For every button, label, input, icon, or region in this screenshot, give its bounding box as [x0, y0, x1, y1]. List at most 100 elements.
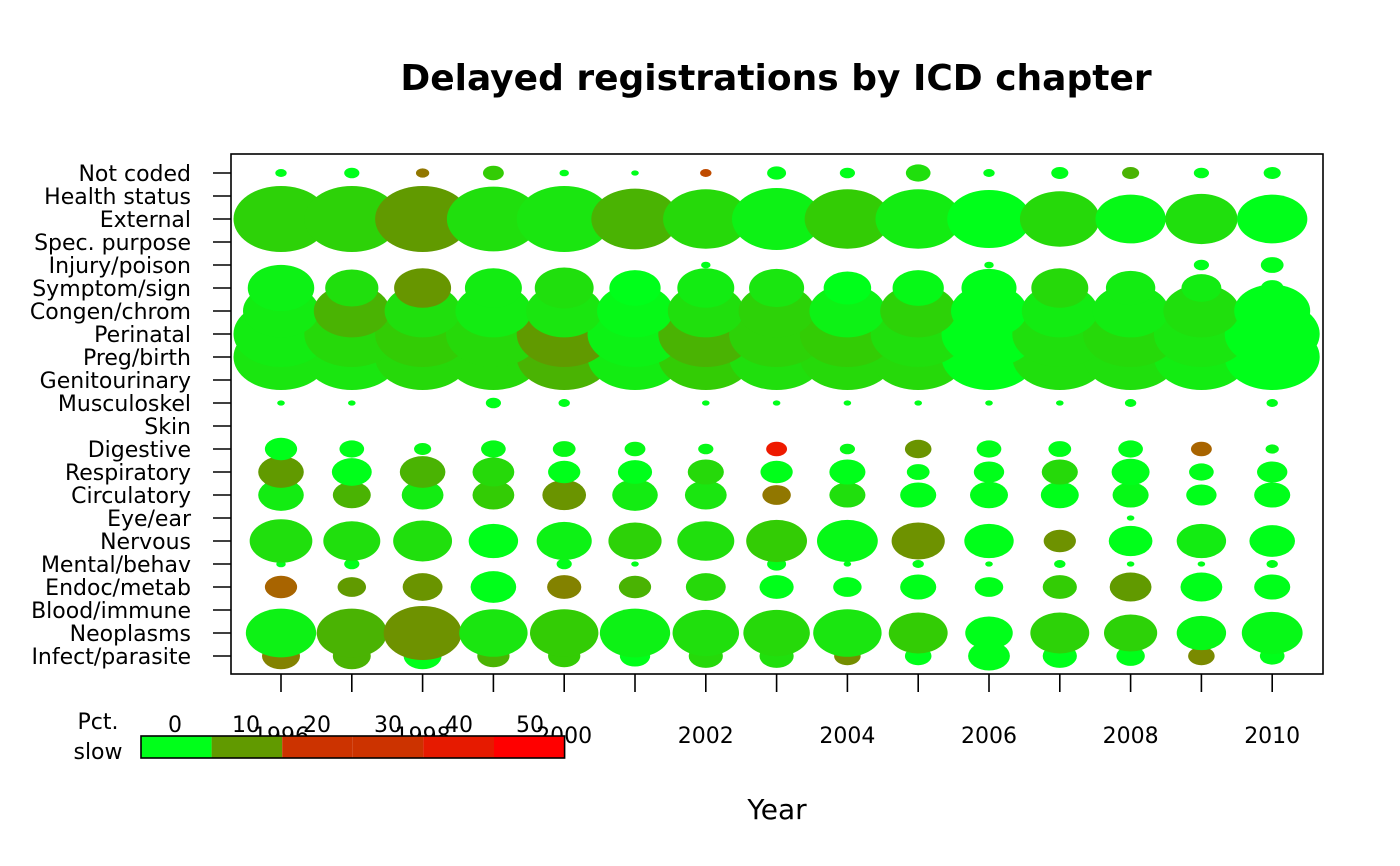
bubble	[258, 479, 304, 511]
bubble	[393, 520, 453, 562]
x-axis-title: Year	[746, 793, 807, 826]
bubble	[631, 561, 639, 567]
legend-label: 10	[232, 713, 260, 738]
y-tick-label: Circulatory	[71, 484, 191, 509]
y-tick-label: Spec. purpose	[34, 231, 191, 256]
bubble	[1237, 194, 1308, 244]
bubble	[762, 485, 791, 505]
bubble	[1188, 646, 1215, 666]
bubble	[482, 165, 504, 181]
y-tick-label: Infect/parasite	[31, 645, 191, 670]
bubble	[731, 187, 822, 251]
bubble	[1030, 612, 1090, 654]
bubble	[337, 577, 367, 597]
bubble	[984, 261, 994, 269]
bubble	[344, 167, 360, 179]
bubble	[591, 188, 679, 250]
bubble	[759, 575, 794, 599]
bubble	[323, 521, 381, 561]
bubble	[1176, 523, 1227, 559]
bubble	[233, 186, 329, 252]
bubble	[552, 441, 576, 457]
bubble	[394, 268, 452, 308]
legend-labels: 0 10 20 30 40 50	[168, 713, 544, 738]
bubble	[1254, 482, 1291, 508]
bubble	[914, 400, 922, 406]
x-tick-label: 2010	[1244, 724, 1300, 749]
bubble	[277, 400, 285, 406]
bubble	[700, 169, 712, 177]
bubble	[530, 609, 599, 657]
bubble	[772, 400, 781, 406]
bubble	[612, 479, 658, 511]
bubble	[823, 271, 872, 305]
bubble	[684, 480, 727, 510]
y-tick-label: Health status	[44, 185, 191, 210]
bubble	[459, 609, 528, 657]
legend-title-line1: Pct.	[78, 710, 119, 735]
legend-swatch	[423, 736, 494, 758]
bubble	[760, 460, 793, 484]
bubble	[974, 577, 1004, 597]
bubble	[698, 443, 714, 455]
y-tick-label: Symptom/sign	[32, 277, 191, 302]
bubble	[685, 573, 726, 601]
bubble	[559, 169, 569, 177]
bubble	[1043, 529, 1076, 553]
bubble	[1126, 561, 1135, 567]
bubble	[1118, 440, 1143, 458]
bubble	[766, 441, 788, 457]
bubble	[1263, 167, 1281, 179]
bubble	[804, 189, 891, 249]
bubble	[985, 561, 993, 567]
y-tick-label: Blood/immune	[31, 599, 191, 624]
bubble	[829, 459, 866, 485]
bubble	[264, 575, 298, 599]
bubble	[767, 166, 787, 180]
bubble	[1265, 444, 1279, 454]
legend-swatches	[140, 735, 566, 759]
bubble	[1234, 284, 1311, 338]
y-tick-label: Digestive	[88, 438, 191, 463]
bubble	[1105, 270, 1156, 306]
bubble	[829, 482, 866, 508]
bubble	[839, 167, 856, 179]
legend-frame	[140, 735, 566, 759]
y-tick-label: External	[100, 208, 191, 233]
bubble	[1266, 560, 1278, 568]
bubble	[344, 558, 360, 570]
bubble	[1116, 646, 1145, 666]
bubble	[1108, 525, 1153, 557]
bubble	[470, 571, 517, 603]
legend-swatch	[211, 736, 283, 758]
bubble	[464, 268, 522, 308]
bubble	[415, 168, 430, 178]
y-tick-label: Genitourinary	[40, 369, 191, 394]
bubble	[534, 267, 594, 309]
bubble	[968, 641, 1010, 671]
bubble	[275, 169, 287, 177]
legend-label: 30	[374, 713, 402, 738]
bubble	[1260, 280, 1284, 296]
bubble	[401, 480, 444, 510]
bubble	[1165, 193, 1238, 245]
legend-swatch	[352, 736, 424, 758]
bubble	[964, 523, 1014, 559]
bubble	[817, 519, 878, 563]
bubble	[1241, 611, 1303, 655]
bubble	[1041, 459, 1078, 485]
bubble	[983, 169, 995, 177]
bubble	[516, 186, 612, 252]
bubble	[558, 399, 570, 407]
bubble	[985, 400, 993, 406]
y-tick-label: Respiratory	[65, 461, 191, 486]
bubble	[331, 458, 372, 486]
bubble	[542, 479, 587, 511]
bubble	[839, 443, 856, 455]
bubble	[485, 397, 501, 409]
bubble	[843, 561, 852, 567]
bubble	[905, 164, 931, 182]
y-tick-label: Musculoskel	[58, 392, 191, 417]
bubbles-layer	[233, 164, 1320, 671]
